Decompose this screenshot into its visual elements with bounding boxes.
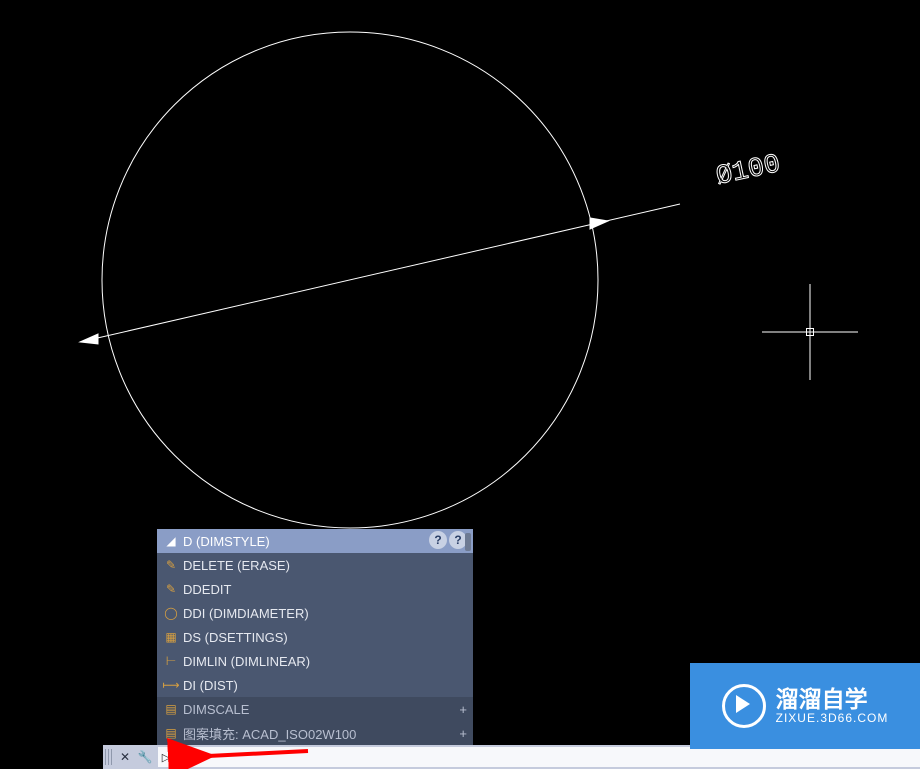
erase-icon: ✎ — [163, 557, 179, 573]
autocomplete-label: DDEDIT — [183, 582, 231, 597]
text-caret — [197, 750, 198, 764]
autocomplete-item[interactable]: ✎ DDEDIT — [157, 577, 473, 601]
autocomplete-label: DIMLIN (DIMLINEAR) — [183, 654, 310, 669]
ddedit-icon: ✎ — [163, 581, 179, 597]
chevron-down-icon[interactable]: ▾ — [178, 752, 186, 763]
autocomplete-item[interactable]: ▤图案填充: ACAD_ISO02W100 + — [157, 721, 473, 745]
autocomplete-item-selected[interactable]: ◢D (DIMSTYLE)?? — [157, 529, 473, 553]
command-text: D — [188, 750, 196, 765]
dim-text: Ø100 — [714, 150, 784, 193]
watermark: 溜溜自学 ZIXUE.3D66.COM — [690, 663, 920, 749]
autocomplete-item[interactable]: ✎ DELETE (ERASE) — [157, 553, 473, 577]
watermark-sub: ZIXUE.3D66.COM — [776, 712, 889, 725]
expand-icon[interactable]: + — [459, 702, 467, 717]
autocomplete-label: 图案填充: ACAD_ISO02W100 — [183, 724, 356, 743]
dimdia-icon: ◯ — [163, 605, 179, 621]
dimstyle-icon: ◢ — [163, 533, 179, 549]
autocomplete-label: DI (DIST) — [183, 678, 238, 693]
autocomplete-item[interactable]: ⟼ DI (DIST) — [157, 673, 473, 697]
dimlin-icon: ⊢ — [163, 653, 179, 669]
autocomplete-label: D (DIMSTYLE) — [183, 534, 270, 549]
autocomplete-item[interactable]: ▦ DS (DSETTINGS) — [157, 625, 473, 649]
command-input[interactable]: ▷_ ▾ D — [158, 747, 920, 767]
close-icon[interactable]: ✕ — [116, 748, 134, 766]
autocomplete-label: DIMSCALE — [183, 702, 249, 717]
autocomplete-item[interactable]: ▤ DIMSCALE + — [157, 697, 473, 721]
autocomplete-label: DS (DSETTINGS) — [183, 630, 288, 645]
autocomplete-label: DDI (DIMDIAMETER) — [183, 606, 309, 621]
command-autocomplete-popup: ◢D (DIMSTYLE)??✎DELETE (ERASE)✎DDEDIT◯DD… — [157, 529, 473, 745]
dist-icon: ⟼ — [163, 677, 179, 693]
command-bar-grip[interactable] — [105, 749, 113, 765]
watermark-title: 溜溜自学 — [776, 687, 889, 712]
scrollbar-thumb[interactable] — [465, 533, 471, 551]
autocomplete-label: DELETE (ERASE) — [183, 558, 290, 573]
crosshair-cursor — [762, 284, 858, 380]
help-icon[interactable]: ? — [429, 531, 447, 549]
watermark-logo-icon — [722, 684, 766, 728]
expand-icon[interactable]: + — [459, 726, 467, 741]
hatch-icon: ▤ — [163, 725, 179, 741]
autocomplete-item[interactable]: ⊢ DIMLIN (DIMLINEAR) — [157, 649, 473, 673]
dim-line — [80, 204, 680, 344]
dsettings-icon: ▦ — [163, 629, 179, 645]
dimscale-icon: ▤ — [163, 701, 179, 717]
prompt-icon: ▷_ — [162, 750, 176, 764]
wrench-icon[interactable]: 🔧 — [136, 748, 154, 766]
autocomplete-item[interactable]: ◯ DDI (DIMDIAMETER) — [157, 601, 473, 625]
